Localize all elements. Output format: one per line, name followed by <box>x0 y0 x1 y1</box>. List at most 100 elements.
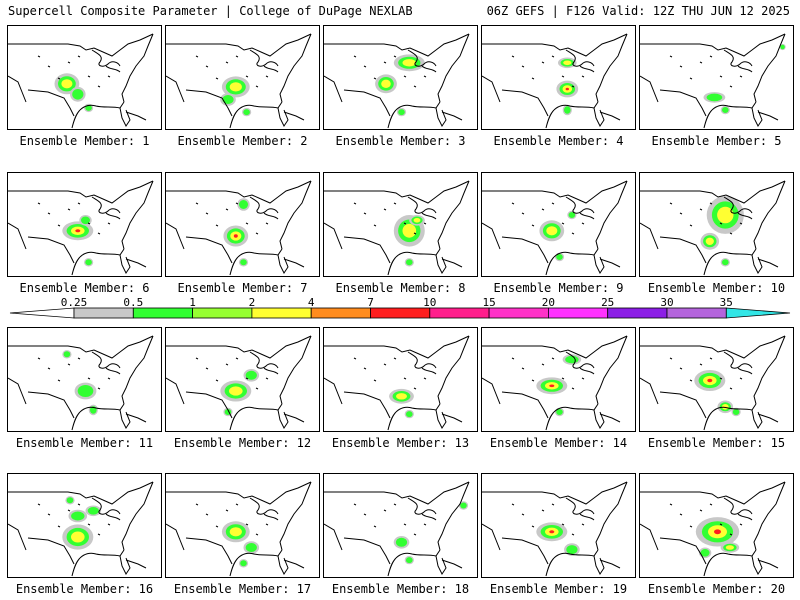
coastline <box>8 481 154 505</box>
scp-contour <box>707 378 713 383</box>
coastline <box>482 523 501 551</box>
scp-contour <box>66 497 74 504</box>
coastline <box>407 49 437 67</box>
coastline <box>593 248 605 274</box>
coastline <box>435 549 447 575</box>
coastline <box>79 406 121 413</box>
map-svg <box>324 33 470 129</box>
coastline <box>579 212 595 220</box>
coastline <box>437 33 470 103</box>
coastline <box>119 248 131 274</box>
colorbar-segment <box>251 307 312 319</box>
coastline <box>324 33 470 57</box>
coastline <box>237 251 279 258</box>
coastline <box>185 89 233 117</box>
coastline <box>599 258 621 268</box>
coastline <box>640 75 659 103</box>
colorbar-segment <box>666 307 727 319</box>
coastline <box>166 75 185 103</box>
scp-contour <box>245 543 257 552</box>
border-dots <box>37 55 111 88</box>
coastline <box>229 109 239 129</box>
coastline <box>283 111 305 121</box>
colorbar-tick-label: 0.25 <box>61 296 88 309</box>
scp-contour <box>398 109 405 116</box>
coastline <box>711 552 753 559</box>
coastline <box>659 236 707 264</box>
coastline <box>640 523 659 551</box>
coastline <box>79 104 121 111</box>
coastline <box>91 196 121 214</box>
colorbar: 0.25 0.5 1 2 4 7 10 15 20 25 30 35 <box>8 296 792 320</box>
member-label: Ensemble Member: 12 <box>173 436 312 450</box>
coastline <box>343 391 391 419</box>
member-label: Ensemble Member: 3 <box>335 134 466 148</box>
ensemble-map-panel <box>481 25 636 130</box>
member-label: Ensemble Member: 5 <box>651 134 782 148</box>
scp-contour <box>71 511 85 521</box>
coastline <box>8 335 154 359</box>
border-dots <box>37 357 111 390</box>
colorbar-segment <box>488 307 549 319</box>
coastline <box>545 411 555 431</box>
map-svg <box>166 33 312 129</box>
coastline <box>387 557 397 577</box>
scp-contour <box>240 560 247 567</box>
map-svg <box>482 33 628 129</box>
coastline <box>324 335 470 359</box>
scp-contour <box>546 226 558 236</box>
scp-contour <box>714 529 721 535</box>
coastline <box>737 212 753 220</box>
coastline <box>263 212 279 220</box>
map-svg <box>166 481 312 577</box>
coastline <box>8 180 154 204</box>
coastline <box>441 559 463 569</box>
map-svg <box>482 481 628 577</box>
coastline <box>324 180 470 204</box>
coastline <box>105 212 121 220</box>
coastline <box>166 33 312 57</box>
ensemble-map-panel <box>481 327 636 432</box>
coastline <box>27 391 75 419</box>
coastline <box>421 367 437 375</box>
colorbar-segment <box>607 307 668 319</box>
coastline <box>751 248 763 274</box>
border-dots <box>511 202 585 235</box>
coastline <box>8 222 27 250</box>
coastline <box>437 335 470 405</box>
map-svg <box>324 481 470 577</box>
coastline <box>166 377 185 405</box>
coastline <box>79 552 121 559</box>
member-label: Ensemble Member: 1 <box>19 134 150 148</box>
scp-contour <box>396 393 407 400</box>
scp-contour <box>725 545 734 550</box>
border-dots <box>511 55 585 88</box>
coastline <box>395 552 437 559</box>
coastline <box>501 89 549 117</box>
coastline <box>703 256 713 276</box>
colorbar-segment <box>548 307 609 319</box>
coastline <box>737 513 753 521</box>
border-dots <box>669 202 743 235</box>
coastline <box>482 222 501 250</box>
coastline <box>237 104 279 111</box>
coastline <box>8 523 27 551</box>
coastline <box>482 33 628 57</box>
scp-contour <box>222 95 234 104</box>
coastline <box>553 552 595 559</box>
coastline <box>437 180 470 250</box>
border-dots <box>669 357 743 390</box>
coastline <box>166 481 312 505</box>
coastline <box>737 367 753 375</box>
coastline <box>482 335 628 359</box>
border-dots <box>511 503 585 536</box>
map-svg <box>166 335 312 431</box>
coastline <box>71 109 81 129</box>
map-svg <box>8 335 154 431</box>
ensemble-map-panel <box>323 25 478 130</box>
ensemble-map-panel <box>165 172 320 277</box>
coastline <box>595 180 628 250</box>
scp-contour <box>402 59 417 67</box>
scp-contour <box>564 106 571 114</box>
ensemble-map-panel <box>7 25 162 130</box>
